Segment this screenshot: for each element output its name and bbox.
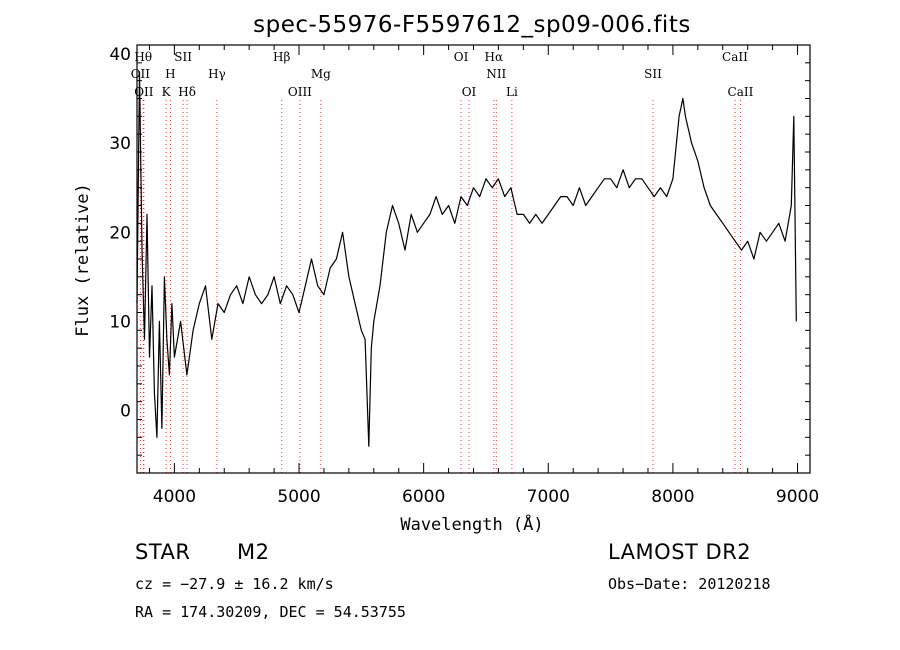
survey-label: LAMOST DR2 <box>608 540 752 564</box>
marker-label-17: CaII <box>722 50 748 64</box>
marker-label-3: K <box>162 85 172 99</box>
x-axis-ticks: 4000 5000 6000 7000 8000 9000 <box>148 45 819 507</box>
marker-label-10: Mg <box>311 67 331 81</box>
x-axis-label: Wavelength (Å) <box>400 513 543 535</box>
redshift-text: cz = −27.9 ± 16.2 km/s <box>135 575 334 593</box>
marker-label-13: Hα <box>485 50 504 64</box>
marker-label-4: H <box>165 67 175 81</box>
y-tick-label-30: 30 <box>109 134 131 154</box>
subclass-label: M2 <box>237 540 270 564</box>
marker-label-6: Hδ <box>178 85 196 99</box>
marker-label-5: SII <box>174 50 192 64</box>
marker-label-1: Hθ <box>134 50 152 64</box>
y-tick-label-20: 20 <box>109 223 131 243</box>
plot-frame <box>136 44 811 474</box>
marker-label-16: SII <box>644 67 662 81</box>
marker-label-18: CaII <box>728 85 754 99</box>
y-tick-label-40: 40 <box>109 45 131 65</box>
marker-label-9: OIII <box>288 85 312 99</box>
marker-label-0: OII <box>131 67 151 81</box>
spectrum-series-line <box>136 71 797 447</box>
x-tick-label-4000: 4000 <box>153 487 196 507</box>
marker-label-8: Hβ <box>273 50 290 64</box>
chart-title: spec-55976-F5597612_sp09-006.fits <box>253 12 691 38</box>
radec-text: RA = 174.30209, DEC = 54.53755 <box>135 603 406 621</box>
marker-label-11: OI <box>454 50 469 64</box>
x-tick-label-8000: 8000 <box>651 487 694 507</box>
y-axis-label: Flux (relative) <box>73 183 93 337</box>
x-tick-label-9000: 9000 <box>776 487 819 507</box>
marker-label-15: Li <box>506 85 518 99</box>
y-tick-label-0: 0 <box>120 402 131 422</box>
marker-label-7: Hγ <box>208 67 226 81</box>
marker-label-12: OI <box>462 85 477 99</box>
x-tick-label-6000: 6000 <box>402 487 445 507</box>
y-axis-ticks: 0 10 20 30 40 <box>109 45 810 456</box>
y-tick-label-10: 10 <box>109 312 131 332</box>
class-label: STAR <box>135 540 191 564</box>
marker-label-14: NII <box>486 67 506 81</box>
obs-date-text: Obs−Date: 20120218 <box>608 575 771 593</box>
x-tick-label-5000: 5000 <box>277 487 320 507</box>
x-tick-label-7000: 7000 <box>527 487 570 507</box>
